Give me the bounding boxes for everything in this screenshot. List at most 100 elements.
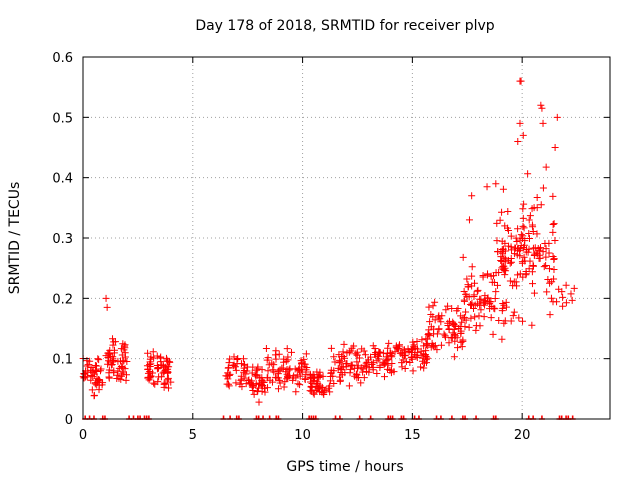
data-point: [506, 277, 514, 285]
data-point: [545, 249, 553, 257]
data-point: [510, 308, 518, 316]
data-point: [528, 268, 536, 276]
data-point: [373, 370, 381, 378]
data-point: [287, 348, 295, 356]
data-point: [276, 366, 284, 374]
data-point: [388, 359, 396, 367]
data-point: [549, 192, 557, 200]
data-point: [107, 361, 115, 369]
data-point: [544, 276, 552, 284]
data-point: [117, 363, 125, 371]
data-point: [519, 131, 527, 139]
data-point: [447, 334, 455, 342]
data-point: [224, 364, 232, 372]
data-point: [347, 365, 355, 373]
data-point: [542, 261, 550, 269]
data-point: [384, 344, 392, 352]
data-point: [325, 384, 333, 392]
data-point: [437, 341, 445, 349]
data-point: [549, 220, 557, 228]
data-point: [353, 358, 361, 366]
x-tick-label: 5: [189, 428, 197, 443]
data-point: [105, 373, 113, 381]
data-point: [286, 365, 294, 373]
data-point: [417, 363, 425, 371]
data-point: [570, 284, 578, 292]
data-point: [110, 346, 118, 354]
data-point: [459, 314, 467, 322]
data-point: [487, 314, 495, 322]
data-point: [355, 374, 363, 382]
data-point: [94, 377, 102, 385]
data-point: [147, 353, 155, 361]
data-point: [519, 232, 527, 240]
data-point: [93, 381, 101, 389]
data-point: [301, 375, 309, 383]
data-point: [399, 346, 407, 354]
data-point: [558, 288, 566, 296]
y-tick-label: 0.1: [52, 353, 73, 368]
data-point: [537, 101, 545, 109]
data-point: [461, 323, 469, 331]
data-point: [94, 355, 102, 363]
data-point: [236, 380, 244, 388]
data-point: [425, 330, 433, 338]
data-point: [543, 288, 551, 296]
data-point: [353, 351, 361, 359]
data-point: [120, 346, 128, 354]
data-point: [253, 371, 261, 379]
data-point: [146, 360, 154, 368]
data-point: [542, 253, 550, 261]
data-point: [529, 223, 537, 231]
data-point: [514, 137, 522, 145]
data-point: [237, 375, 245, 383]
data-point: [157, 353, 165, 361]
data-point: [350, 364, 358, 372]
data-point: [491, 295, 499, 303]
data-point: [161, 366, 169, 374]
data-point: [501, 317, 509, 325]
data-point: [427, 343, 435, 351]
data-point: [160, 379, 168, 387]
data-point: [254, 384, 262, 392]
data-point: [105, 350, 113, 358]
data-point: [109, 341, 117, 349]
data-point: [529, 228, 537, 236]
data-point: [498, 208, 506, 216]
data-point: [433, 330, 441, 338]
data-point: [87, 372, 95, 380]
data-point: [537, 201, 545, 209]
data-point: [505, 242, 513, 250]
data-point: [226, 355, 234, 363]
data-point: [386, 349, 394, 357]
data-point: [539, 248, 547, 256]
data-point: [521, 237, 529, 245]
data-point: [526, 212, 534, 220]
y-axis-label: SRMTID / TECUs: [7, 182, 23, 295]
data-point: [454, 304, 462, 312]
data-point: [268, 378, 276, 386]
data-point: [536, 246, 544, 254]
data-point: [401, 365, 409, 372]
data-point: [435, 312, 443, 320]
data-point: [280, 383, 288, 391]
data-point: [102, 294, 110, 302]
data-point: [103, 303, 111, 311]
data-point: [150, 379, 158, 387]
data-point: [463, 275, 471, 283]
data-point: [413, 338, 421, 346]
data-point: [499, 249, 507, 257]
x-axis-label: GPS time / hours: [286, 459, 403, 475]
data-point: [283, 372, 291, 380]
data-point: [307, 387, 315, 395]
data-point: [483, 294, 491, 302]
data-point: [500, 301, 508, 309]
data-point: [359, 365, 367, 373]
data-point: [559, 302, 567, 310]
data-point: [110, 338, 118, 346]
data-point: [154, 378, 162, 386]
data-point: [315, 373, 323, 381]
data-point: [105, 357, 113, 365]
data-point: [314, 380, 322, 388]
data-point: [97, 365, 105, 373]
